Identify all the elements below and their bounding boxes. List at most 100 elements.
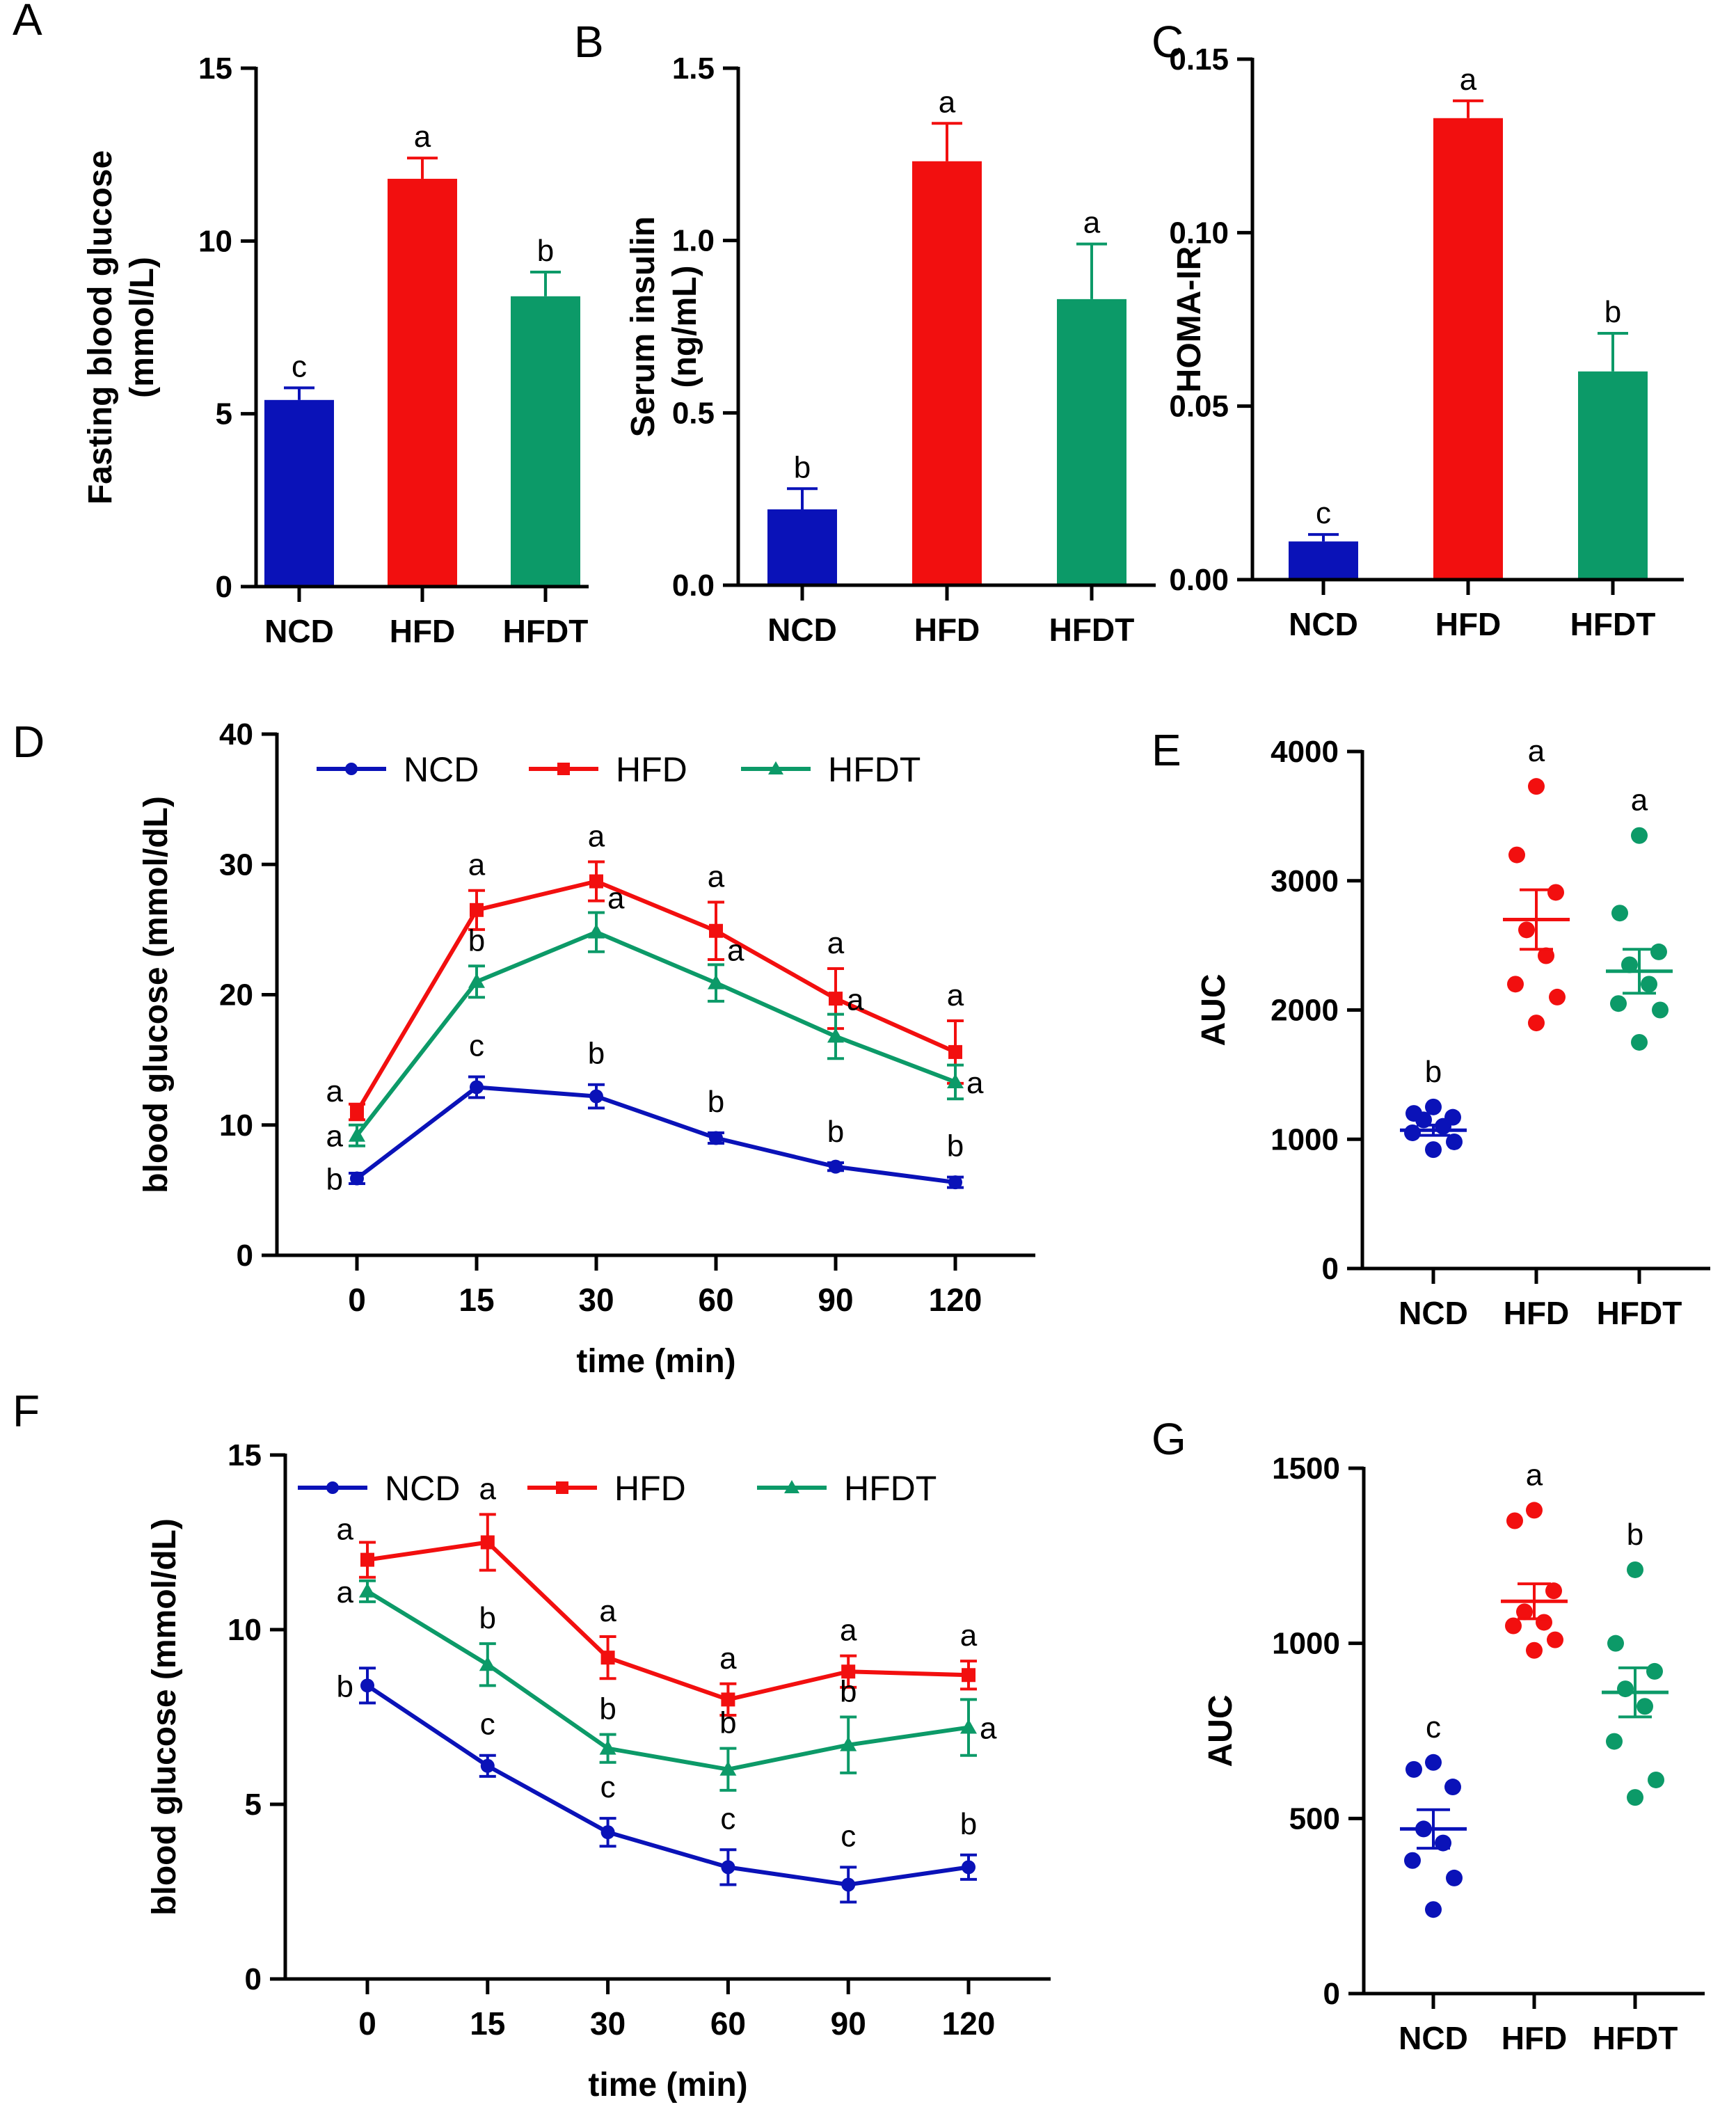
panel-letter: A	[13, 0, 42, 45]
x-tick-label: 60	[698, 1282, 733, 1318]
x-tick-label: 120	[942, 2005, 996, 2042]
panel-letter: B	[574, 17, 604, 67]
significance-letter: c	[720, 1802, 735, 1836]
marker-hfd	[470, 903, 484, 917]
significance-letter: a	[847, 983, 864, 1017]
marker-hfd	[962, 1668, 975, 1683]
x-category-label: NCD	[1289, 606, 1358, 642]
marker-ncd	[589, 1089, 603, 1104]
series-line-hfd	[367, 1540, 969, 1702]
data-point-ncd	[1444, 1779, 1461, 1796]
y-tick-label: 0	[1323, 1977, 1340, 2011]
marker-hfd	[600, 1651, 615, 1665]
data-point-hfdt	[1617, 1680, 1634, 1698]
significance-letter: b	[708, 1085, 724, 1119]
significance-letter: b	[827, 1115, 844, 1149]
significance-letter: a	[719, 1641, 737, 1676]
significance-letter: a	[337, 1513, 354, 1547]
significance-letter: a	[337, 1575, 354, 1609]
x-tick-label: 30	[590, 2005, 626, 2042]
data-point-hfd	[1516, 1603, 1533, 1621]
data-point-ncd	[1446, 1133, 1463, 1150]
significance-letter: a	[708, 860, 725, 894]
bar-hfdt	[1057, 299, 1126, 585]
y-tick-label: 15	[228, 1438, 262, 1472]
data-point-hfdt	[1650, 943, 1667, 960]
marker-ncd	[962, 1860, 975, 1875]
data-point-hfdt	[1631, 827, 1648, 844]
significance-letter: a	[1528, 734, 1545, 768]
significance-letter: a	[1460, 63, 1477, 97]
y-tick-label: 0.0	[672, 568, 715, 603]
data-point-ncd	[1404, 1852, 1421, 1869]
y-axis-label: blood glucose (mmol/dL)	[146, 1518, 183, 1916]
bar-hfd	[912, 161, 982, 586]
y-axis-label: blood glucose (mmol/dL)	[138, 796, 175, 1193]
marker-hfdt	[960, 1719, 977, 1734]
significance-letter: c	[1316, 496, 1331, 530]
marker-hfdt	[479, 1656, 496, 1671]
data-point-hfdt	[1627, 1561, 1643, 1578]
x-tick-label: 0	[358, 2005, 376, 2042]
x-category-label: NCD	[1399, 2020, 1468, 2056]
significance-letter: b	[337, 1669, 353, 1703]
significance-letter: a	[588, 820, 605, 854]
significance-letter: b	[840, 1675, 857, 1709]
marker-hfdt	[947, 1073, 964, 1088]
marker-hfdt	[349, 1127, 365, 1142]
significance-letter: a	[1631, 784, 1648, 818]
x-axis-label: time (min)	[588, 2067, 747, 2104]
significance-letter: c	[600, 1770, 616, 1804]
panel-e: E AUC 0 1000 2000 3000 4000 b a a NCD HFD HFDT	[1152, 725, 1710, 1331]
data-point-hfd	[1547, 1631, 1563, 1648]
marker-ncd	[350, 1171, 364, 1186]
data-point-hfd	[1549, 988, 1566, 1005]
significance-letter: b	[1425, 1055, 1442, 1089]
data-point-hfd	[1526, 1502, 1543, 1519]
data-point-hfd	[1547, 884, 1564, 901]
y-tick-label: 0.05	[1169, 390, 1229, 424]
y-axis-label: HOMA-IR	[1171, 246, 1208, 393]
y-tick-label: 0.10	[1169, 216, 1229, 250]
data-point-hfdt	[1641, 976, 1657, 993]
significance-letter: b	[719, 1706, 736, 1740]
x-category-label: HFDT	[1049, 612, 1135, 648]
y-tick-label: 15	[198, 51, 232, 86]
legend-label: HFDT	[844, 1469, 937, 1508]
data-point-hfd	[1505, 1617, 1522, 1635]
panel-letter: F	[13, 1386, 40, 1436]
data-point-hfd	[1528, 778, 1545, 795]
significance-letter: a	[326, 1120, 344, 1154]
y-tick-label: 30	[219, 848, 253, 882]
data-point-hfd	[1518, 921, 1535, 939]
significance-letter: b	[599, 1692, 616, 1726]
marker-hfd	[721, 1692, 735, 1707]
panel-letter: C	[1152, 17, 1184, 67]
data-point-hfdt	[1627, 1789, 1643, 1806]
data-point-hfdt	[1648, 1771, 1664, 1788]
data-point-ncd	[1425, 1141, 1442, 1159]
marker-hfdt	[468, 973, 485, 988]
y-tick-label: 2000	[1271, 994, 1339, 1028]
significance-letter: b	[479, 1601, 496, 1635]
significance-letter: c	[469, 1028, 484, 1063]
panel-c: C HOMA-IR 0.00 0.05 0.10 0.15 c a b NCD HFD HFDT	[1152, 17, 1684, 642]
y-tick-label: 0.15	[1169, 42, 1229, 77]
x-category-label: HFD	[1435, 606, 1502, 642]
y-axis-label: (mmol/L)	[124, 257, 161, 398]
panel-a: A Fasting blood glucose (mmol/L) 0 5 10 15 c a b N…	[13, 0, 589, 649]
bar-hfd	[388, 178, 457, 587]
series-line-hfdt	[355, 930, 957, 1137]
legend-label: NCD	[385, 1469, 460, 1508]
y-tick-label: 10	[228, 1613, 262, 1647]
marker-hfd	[360, 1552, 374, 1567]
y-tick-label: 500	[1289, 1802, 1340, 1836]
significance-letter: c	[480, 1708, 495, 1742]
y-tick-label: 1000	[1271, 1122, 1339, 1156]
bar-ncd	[1289, 541, 1358, 580]
marker-ncd	[480, 1758, 495, 1773]
y-tick-label: 1.5	[672, 51, 715, 86]
x-category-label: NCD	[767, 612, 837, 648]
y-tick-label: 1.0	[672, 224, 715, 258]
